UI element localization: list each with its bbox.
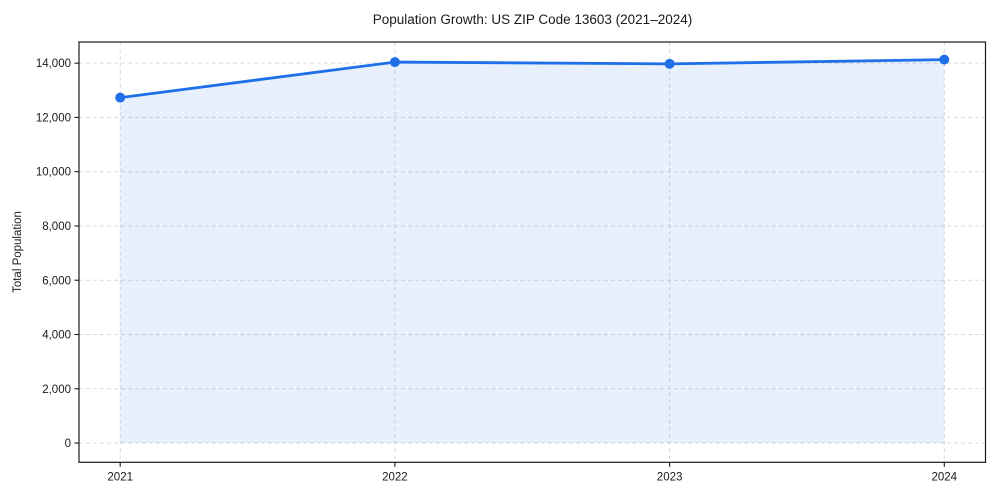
x-tick-label: 2022 [382, 471, 408, 483]
y-tick-label: 4,000 [42, 330, 71, 342]
data-point-2021 [115, 92, 126, 103]
x-tick-label: 2021 [107, 471, 133, 483]
y-tick-label: 10,000 [36, 167, 71, 179]
x-tick-label: 2024 [931, 471, 957, 483]
data-point-2024 [939, 54, 950, 65]
axis-spine [78, 41, 987, 463]
y-tick-label: 12,000 [36, 112, 71, 124]
y-tick-label: 2,000 [42, 384, 71, 396]
data-point-2023 [664, 58, 675, 69]
chart-title: Population Growth: US ZIP Code 13603 (20… [372, 12, 693, 27]
trend-line [118, 58, 946, 100]
y-tick-label: 0 [65, 438, 71, 450]
y-tick-label: 6,000 [42, 275, 71, 287]
y-tick-label: 14,000 [36, 58, 71, 70]
area-fill [120, 59, 945, 444]
data-point-2022 [389, 57, 400, 68]
x-tick-label: 2023 [657, 471, 683, 483]
y-tick-label: 8,000 [42, 221, 71, 233]
